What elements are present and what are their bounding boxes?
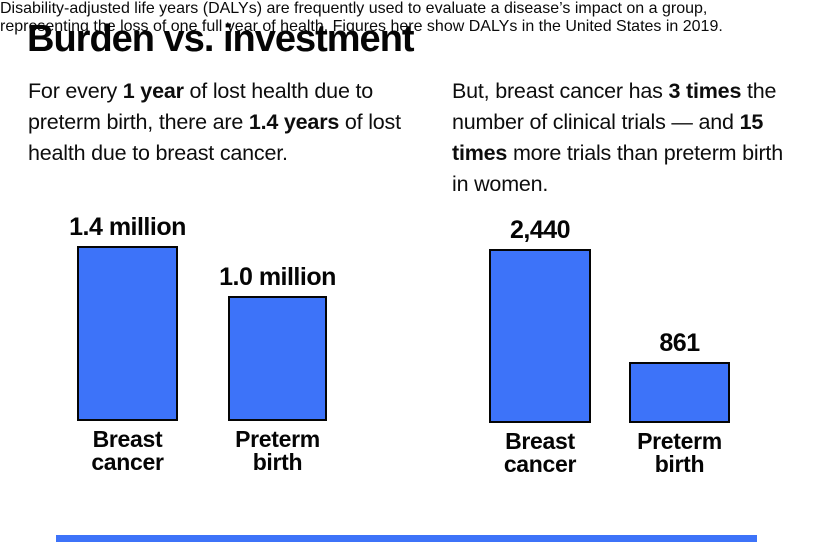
bar-group-breast-cancer-dalys: 1.4 million Breast cancer [69, 213, 186, 473]
value-label-breast-cancer-trials: 2,440 [509, 216, 571, 244]
category-label-breast-cancer: Breast cancer [91, 426, 164, 475]
category-label-preterm-birth: Preterm birth [235, 426, 320, 475]
value-label-preterm-birth-dalys: 1.0 million [219, 263, 336, 291]
footnote-line-2: representing the loss of one full year o… [0, 18, 723, 35]
bar-preterm-birth-trials [629, 362, 730, 423]
intro-text-investment: But, breast cancer has 3 times the numbe… [452, 79, 783, 196]
value-label-preterm-birth-trials: 861 [659, 329, 700, 357]
intro-text-burden: For every 1 year of lost health due to p… [28, 79, 401, 165]
footer-accent-bar [56, 535, 757, 542]
bar-breast-cancer-dalys [77, 246, 178, 421]
footnote-line-1: Disability-adjusted life years (DALYs) a… [0, 0, 708, 17]
page-title: Burden vs. investment [27, 18, 415, 60]
bar-group-preterm-birth-trials: 861 Preterm birth [629, 329, 730, 475]
bar-group-breast-cancer-trials: 2,440 Breast cancer [489, 216, 591, 475]
value-label-breast-cancer-dalys: 1.4 million [69, 213, 186, 241]
category-label-preterm-birth: Preterm birth [637, 428, 722, 477]
bar-group-preterm-birth-dalys: 1.0 million Preterm birth [219, 263, 336, 473]
bar-preterm-birth-dalys [228, 296, 327, 421]
category-label-breast-cancer: Breast cancer [503, 428, 577, 477]
bar-breast-cancer-trials [489, 249, 591, 423]
